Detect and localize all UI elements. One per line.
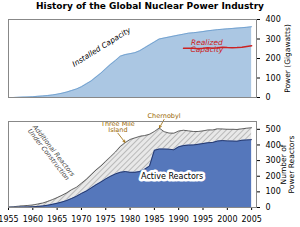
html-text:Three Mile: Three Mile	[101, 119, 135, 128]
svg-text:1965: 1965	[47, 215, 67, 224]
svg-text:1985: 1985	[144, 215, 164, 224]
html-text:Island: Island	[108, 126, 128, 135]
svg-text:1990: 1990	[169, 215, 189, 224]
svg-text:2005: 2005	[241, 215, 261, 224]
svg-text:100: 100	[266, 74, 281, 83]
svg-text:1960: 1960	[23, 215, 43, 224]
svg-text:Installed Capacity: Installed Capacity	[71, 25, 133, 68]
svg-text:200: 200	[266, 54, 281, 63]
svg-text:Power (Gigawatts): Power (Gigawatts)	[283, 24, 292, 93]
svg-text:400: 400	[265, 140, 281, 150]
svg-text:100: 100	[266, 187, 281, 196]
svg-text:2000: 2000	[217, 215, 237, 224]
svg-text:Chernobyl: Chernobyl	[148, 112, 181, 120]
svg-text:RealizedCapacity: RealizedCapacity	[191, 38, 224, 55]
svg-text:200: 200	[265, 171, 281, 181]
svg-text:400: 400	[266, 15, 281, 24]
svg-text:Active Reactors: Active Reactors	[141, 172, 203, 181]
svg-text:1970: 1970	[71, 215, 91, 224]
svg-text:300: 300	[266, 35, 281, 44]
html-text:History of the Global Nuclear: History of the Global Nuclear Power Indu…	[36, 1, 264, 11]
svg-text:500: 500	[266, 125, 281, 134]
svg-text:1995: 1995	[193, 215, 213, 224]
svg-text:1980: 1980	[120, 215, 140, 224]
svg-text:Number ofPower Reactors: Number ofPower Reactors	[279, 136, 296, 194]
svg-text:1975: 1975	[96, 215, 116, 224]
svg-text:1955: 1955	[0, 215, 19, 224]
svg-text:0: 0	[266, 203, 271, 212]
svg-text:0: 0	[266, 93, 271, 102]
svg-text:Additional ReactorsUnder Const: Additional ReactorsUnder Construction	[25, 122, 76, 182]
svg-text:300: 300	[265, 156, 281, 166]
